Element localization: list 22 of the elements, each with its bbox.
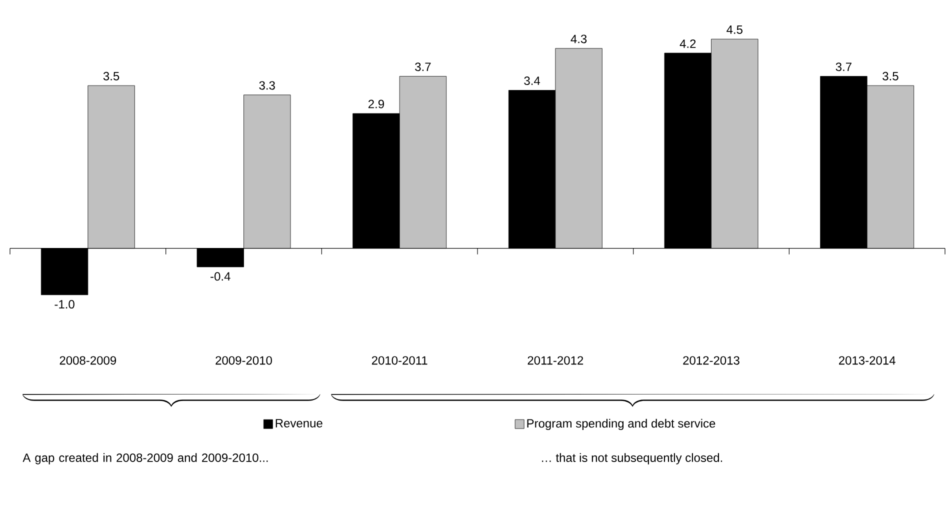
data-label: 3.5 — [882, 72, 898, 80]
x-tick-label: 2012-2013 — [683, 356, 740, 365]
data-label: 4.2 — [680, 39, 696, 48]
x-tick-label: 2011-2012 — [528, 356, 584, 365]
data-label: -0.4 — [210, 272, 230, 281]
legend-label: Revenue — [276, 419, 322, 428]
data-label: 2.9 — [368, 100, 384, 108]
x-tick-label: 2013-2014 — [839, 356, 896, 365]
data-label: 4.5 — [726, 26, 742, 34]
x-tick-label: 2008-2009 — [60, 356, 116, 365]
data-label: 3.5 — [103, 72, 120, 80]
text: … that is not subsequently closed. — [542, 453, 722, 464]
data-label: 3.3 — [259, 81, 275, 90]
x-tick-label: 2010-2011 — [372, 356, 428, 365]
x-tick-label: 2009-2010 — [216, 356, 272, 365]
data-label: 3.4 — [524, 76, 540, 86]
data-label: 3.7 — [836, 62, 852, 72]
legend-label: Program spending and debt service — [527, 418, 716, 430]
data-label: 3.7 — [415, 62, 431, 72]
text: A gap created in 2008-2009 and 2009-2010... — [22, 453, 268, 464]
data-label: -1.0 — [54, 300, 74, 309]
data-label: 4.3 — [570, 34, 587, 44]
